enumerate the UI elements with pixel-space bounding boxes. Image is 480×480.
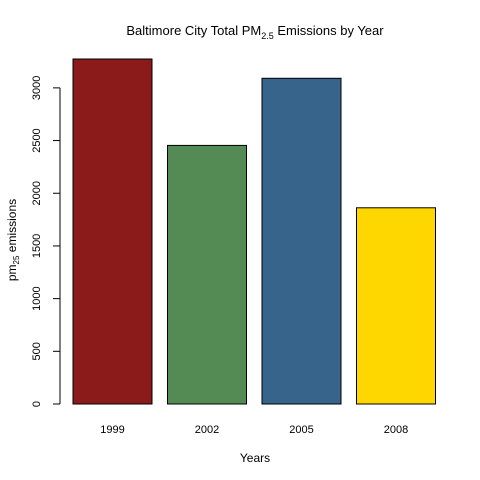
chart-title-main: Baltimore City Total PM	[126, 23, 261, 38]
x-tick-label: 2005	[289, 424, 313, 436]
chart-title-rest: Emissions by Year	[274, 23, 385, 38]
bars-group	[72, 58, 436, 405]
bar-2002	[167, 144, 247, 405]
x-axis-labels: 1999 2002 2005 2008	[100, 424, 408, 436]
y-tick-label: 0	[31, 401, 43, 407]
y-tick-label: 3000	[31, 76, 43, 100]
y-axis: 0 500 1000 1500 2000 2500 3000	[31, 76, 61, 407]
bar-2005	[261, 77, 342, 405]
y-tick-label: 1500	[31, 234, 43, 258]
y-axis-title-subscript: 25	[12, 255, 21, 264]
bar-2008	[356, 207, 436, 405]
x-axis-title: Years	[240, 451, 270, 465]
chart-title: Baltimore City Total PM2.5 Emissions by …	[126, 23, 384, 41]
y-axis-title-main: pm	[5, 264, 19, 281]
chart-title-subscript: 2.5	[261, 31, 274, 41]
y-tick-label: 2000	[31, 181, 43, 205]
y-tick-label: 1000	[31, 286, 43, 310]
y-axis-title: pm25 emissions	[5, 199, 21, 281]
y-tick-label: 2500	[31, 128, 43, 152]
x-tick-label: 1999	[100, 424, 124, 436]
y-tick-label: 500	[31, 342, 43, 360]
bar-1999	[72, 58, 153, 405]
x-tick-label: 2008	[384, 424, 408, 436]
x-tick-label: 2002	[195, 424, 219, 436]
y-axis-title-rest: emissions	[5, 199, 19, 256]
